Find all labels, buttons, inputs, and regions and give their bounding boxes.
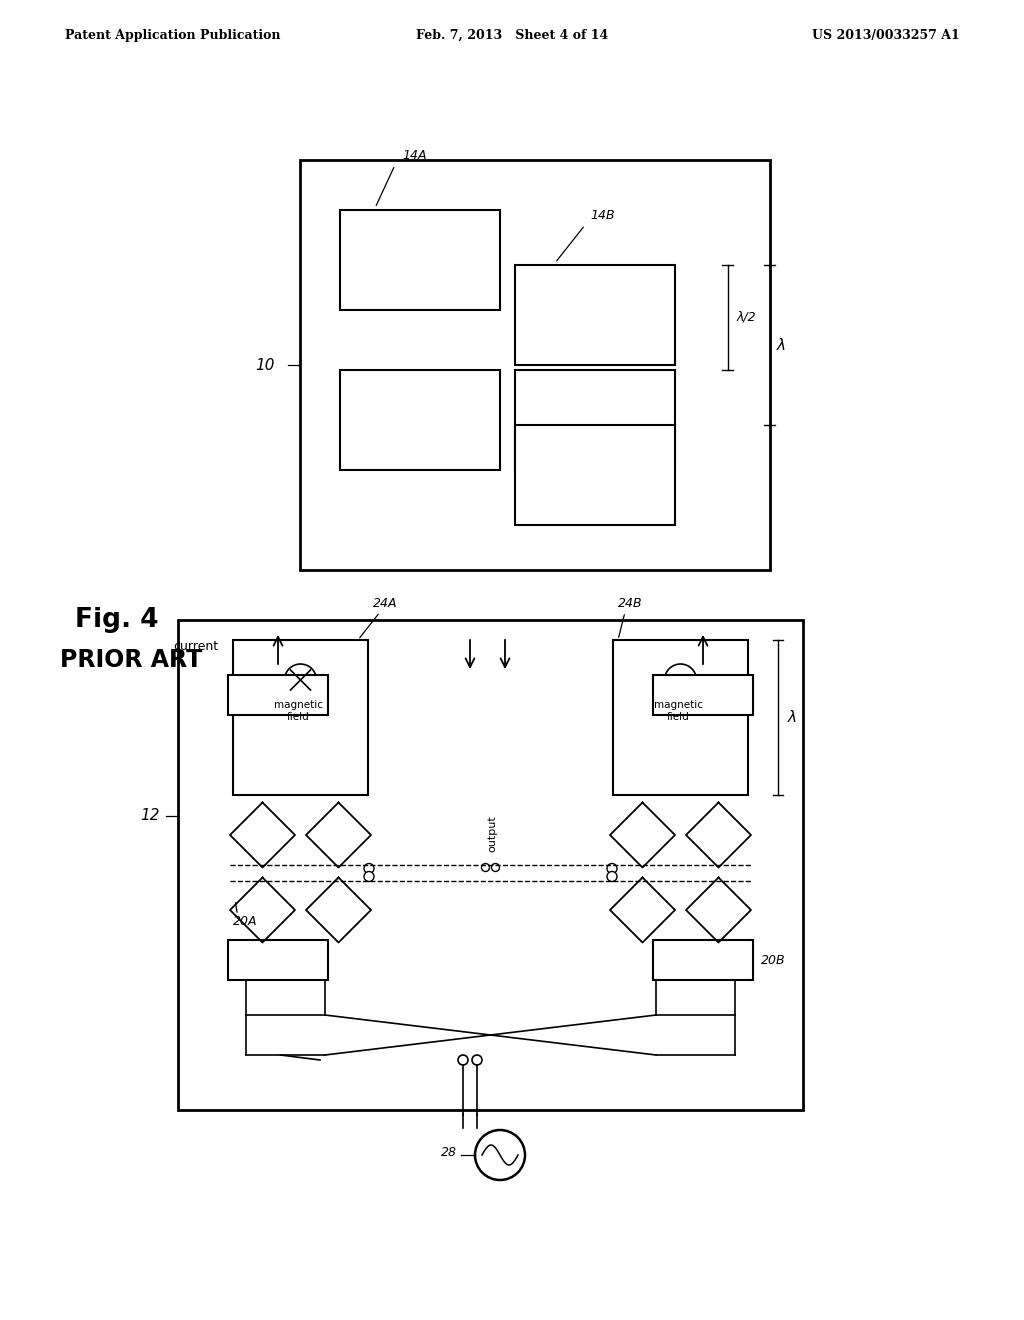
Bar [340,370,500,470]
Bar [233,640,368,795]
Bar [515,265,675,366]
Bar [300,160,770,570]
Text: magnetic
field: magnetic field [274,700,323,722]
Circle shape [458,1055,468,1065]
Circle shape [472,1055,482,1065]
Text: 24B: 24B [618,597,643,610]
Text: λ/2: λ/2 [737,312,757,323]
Text: 20B: 20B [761,953,785,966]
Text: output: output [487,816,498,853]
Bar [228,675,328,715]
Text: λ: λ [788,710,797,725]
Text: 14B: 14B [590,209,614,222]
Text: Patent Application Publication: Patent Application Publication [65,29,281,41]
Circle shape [364,871,374,882]
Circle shape [475,1130,525,1180]
Circle shape [607,863,617,874]
Bar [340,210,500,310]
Text: 20A: 20A [232,915,257,928]
Bar [653,675,753,715]
Bar [515,425,675,525]
Text: current: current [173,640,218,653]
Circle shape [364,863,374,874]
Circle shape [607,871,617,882]
Text: Feb. 7, 2013   Sheet 4 of 14: Feb. 7, 2013 Sheet 4 of 14 [416,29,608,41]
Text: 14A: 14A [402,149,427,162]
Circle shape [492,863,500,871]
Text: US 2013/0033257 A1: US 2013/0033257 A1 [812,29,961,41]
Circle shape [665,664,696,696]
Text: 12: 12 [140,808,160,824]
Bar [515,370,675,470]
Bar [653,940,753,979]
Text: λ: λ [777,338,786,352]
Text: PRIOR ART: PRIOR ART [60,648,203,672]
Text: 10: 10 [256,358,275,372]
Circle shape [677,676,684,684]
Circle shape [285,664,316,696]
Text: magnetic
field: magnetic field [654,700,703,722]
Text: 28: 28 [441,1146,457,1159]
Bar [613,640,748,795]
Bar [178,620,803,1110]
Text: Fig. 4: Fig. 4 [75,607,159,634]
Circle shape [481,863,489,871]
Text: 24A: 24A [373,597,397,610]
Bar [228,940,328,979]
